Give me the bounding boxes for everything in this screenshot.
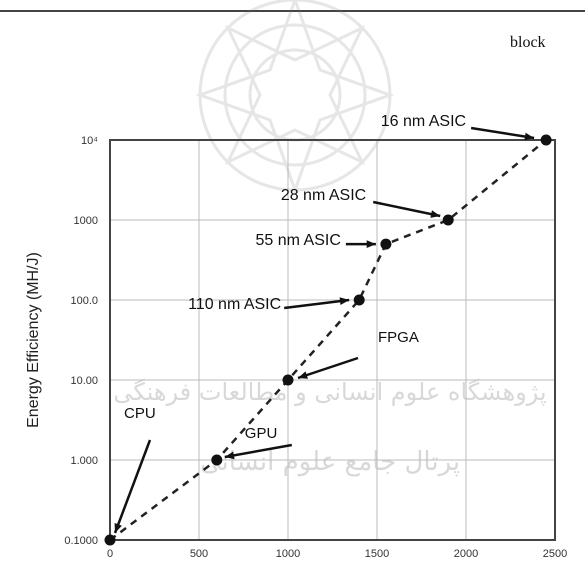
label-arrows [113,126,535,534]
point-labels: CPU GPU FPGA 110 nm ASIC 55 nm ASIC 28 nm ASI… [124,113,466,442]
arrow-head [114,523,122,533]
x-tick-label: 0 [107,548,113,560]
arrow-shaft [372,200,441,218]
x-tick-label: 500 [190,548,208,560]
point-label: 110 nm ASIC [188,296,281,313]
arrow-shaft [113,439,152,534]
arrow-head [298,371,308,379]
data-points [104,134,552,546]
data-point [540,134,552,146]
point-label: GPU [245,425,278,442]
data-point [211,454,223,466]
data-point [380,238,392,250]
data-point [442,214,454,226]
arrow-shaft [297,356,359,380]
point-label: 55 nm ASIC [256,232,341,249]
top-rule [0,10,585,12]
y-tick-label: 10⁴ [81,135,98,147]
y-tick-label: 100.0 [70,295,98,307]
x-tick-label: 1000 [276,548,300,560]
x-tick-label: 2000 [454,548,478,560]
data-point [353,294,365,306]
data-point [282,374,294,386]
y-tick-label: 10.00 [70,375,98,387]
arrow-head [366,240,376,248]
plot-frame [109,139,556,541]
grid [110,140,555,540]
point-label: 28 nm ASIC [281,187,366,204]
header-text-fragment: block [510,34,546,51]
point-label: 16 nm ASIC [381,113,466,130]
arrow-head [430,210,441,218]
y-tick-labels: 0.1000 1.000 10.00 100.0 1000 10⁴ [64,135,98,547]
arrow-shaft [224,443,293,459]
y-tick-label: 1000 [74,215,98,227]
arrow-head [224,451,235,460]
point-label: CPU [124,405,156,422]
x-tick-label: 1500 [365,548,389,560]
arrow-shaft [284,298,350,310]
arrow-shaft [470,126,535,140]
x-tick-label: 2500 [543,548,567,560]
y-tick-label: 0.1000 [64,535,98,547]
y-axis-label: Energy Efficiency (MH/J) [25,252,42,428]
arrow-head [339,297,350,305]
y-tick-label: 1.000 [70,455,98,467]
data-point [104,534,116,546]
arrow-head [524,132,535,141]
point-label: FPGA [378,329,419,346]
x-tick-labels: 0 500 1000 1500 2000 2500 [107,548,567,560]
